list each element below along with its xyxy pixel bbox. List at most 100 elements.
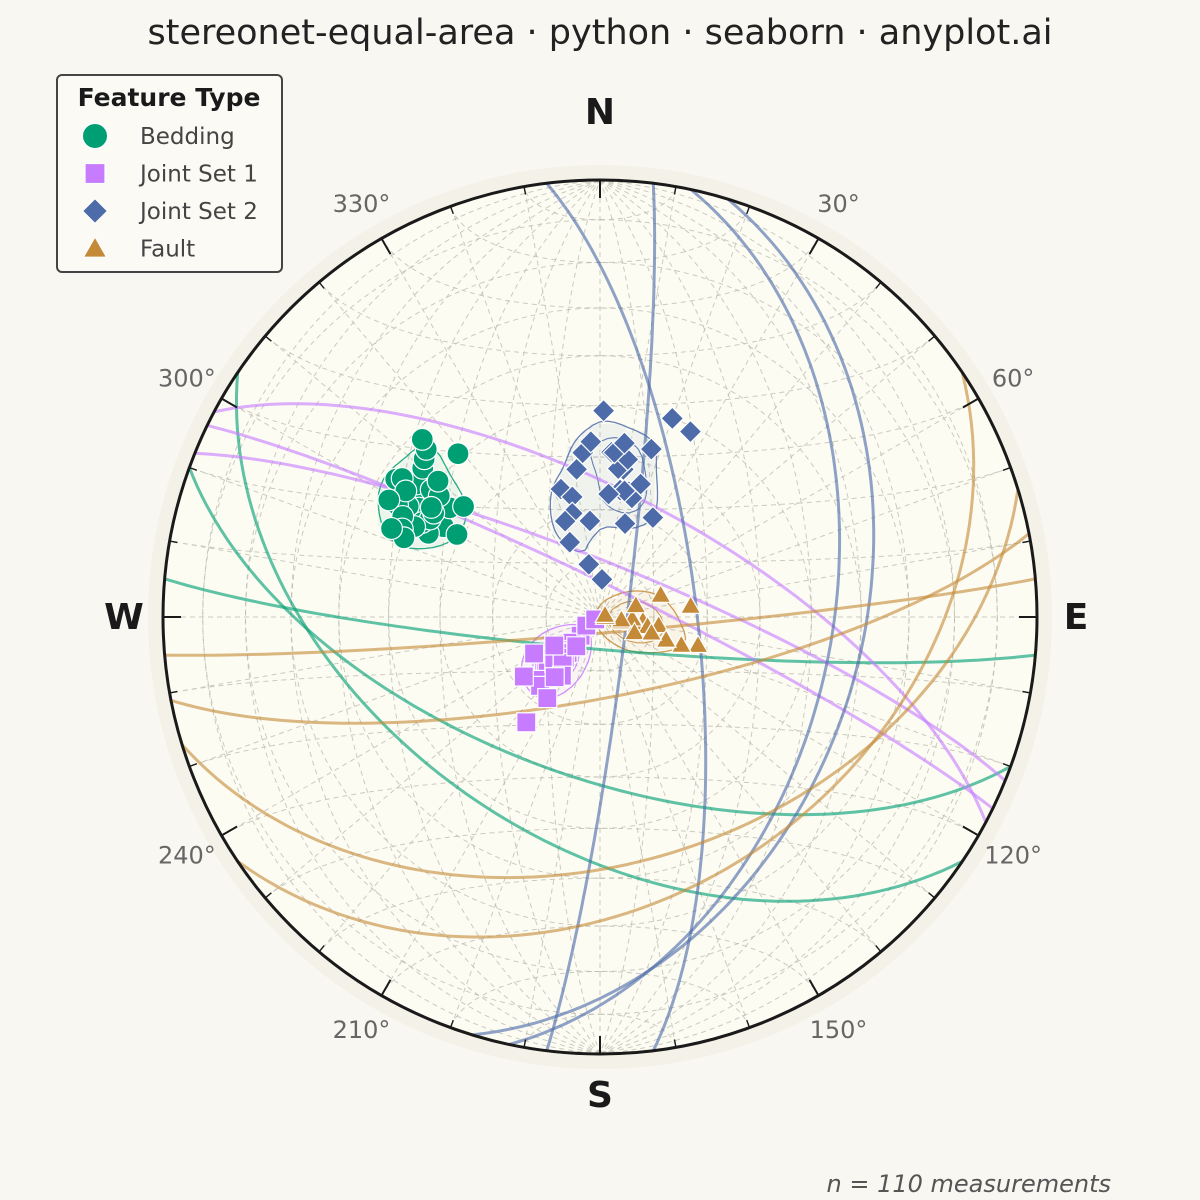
density-fill	[414, 540, 422, 548]
pole-joint-set-2	[612, 431, 637, 456]
density-fill	[603, 431, 611, 439]
great-circle-fault	[236, 372, 976, 939]
pole-fault	[624, 594, 647, 614]
density-fill	[574, 482, 582, 490]
density-fill	[669, 620, 677, 628]
density-fill	[567, 475, 575, 483]
density-fill	[610, 598, 619, 607]
density-fill	[669, 627, 677, 636]
density-fill	[581, 533, 590, 541]
pole-fault	[640, 621, 663, 641]
density-fill	[632, 460, 641, 468]
density-fill	[603, 598, 611, 607]
density-fill	[640, 431, 648, 439]
density-fill	[596, 496, 604, 505]
density-fill	[596, 445, 604, 454]
density-fill	[407, 460, 415, 468]
density-fill	[632, 511, 641, 519]
density-fill	[581, 489, 590, 497]
great-circle-fault	[170, 532, 1030, 725]
density-fill	[603, 467, 611, 475]
density-fill	[574, 671, 582, 679]
cardinal-s: S	[587, 1075, 613, 1116]
density-fill	[647, 467, 655, 475]
pole-fault	[610, 608, 633, 628]
density-fill	[610, 511, 619, 519]
pole-joint-set-2	[578, 429, 603, 454]
density-fill	[581, 482, 590, 490]
density-fill	[559, 627, 568, 636]
density-fill	[574, 438, 582, 446]
pole-fault	[679, 594, 702, 614]
density-fill	[610, 431, 619, 439]
pole-fault	[687, 634, 709, 654]
azimuth-label: 150°	[810, 1016, 868, 1044]
grid-small-circle	[524, 188, 677, 1048]
density-fill	[581, 496, 590, 505]
density-fill	[640, 642, 648, 650]
pole-bedding	[445, 522, 469, 546]
density-fill	[647, 606, 655, 614]
density-fill	[618, 424, 626, 432]
density-fill	[450, 489, 458, 497]
density-fill	[559, 496, 568, 505]
great-circle-joint-set-2	[472, 197, 876, 1037]
density-fill	[625, 642, 633, 650]
density-fill	[647, 642, 655, 650]
great-circle-bedding	[164, 577, 1036, 665]
density-fill	[625, 475, 633, 483]
density-fill	[625, 511, 633, 519]
density-fill	[581, 504, 590, 512]
grid-meridian	[599, 180, 708, 1054]
density-fill	[596, 504, 604, 512]
density-fill	[610, 496, 619, 505]
density-fill	[618, 591, 626, 599]
density-fill	[647, 591, 655, 599]
pole-joint-set-2	[553, 509, 578, 534]
grid-small-circle	[524, 186, 677, 1046]
density-fill	[399, 460, 407, 468]
density-fill	[377, 511, 386, 519]
pole-joint-set-2	[576, 552, 601, 577]
density-fill	[618, 504, 626, 512]
pole-joint-set-1	[566, 636, 587, 657]
pole-markers	[377, 398, 709, 733]
density-fill	[552, 496, 560, 505]
azimuth-tick	[221, 825, 238, 837]
density-fill	[552, 526, 560, 534]
density-fill	[632, 504, 641, 512]
density-fill	[669, 635, 677, 643]
azimuth-tick	[380, 979, 392, 996]
density-fill	[574, 518, 582, 526]
density-fill	[581, 460, 590, 468]
density-fill	[596, 460, 604, 468]
density-fill	[574, 533, 582, 541]
density-fill	[632, 445, 641, 454]
great-circle-joint-set-1	[206, 423, 994, 810]
density-fill	[596, 453, 604, 461]
density-fill	[443, 467, 451, 475]
density-fill	[589, 504, 597, 512]
density-fill	[596, 424, 604, 432]
density-fill	[559, 686, 568, 694]
azimuth-label: 240°	[158, 842, 216, 870]
density-fill	[661, 606, 670, 614]
density-fill	[603, 511, 611, 519]
cardinal-n: N	[585, 92, 615, 133]
azimuth-label: 210°	[333, 1016, 391, 1044]
density-fill	[647, 496, 655, 505]
great-circles	[164, 182, 1036, 1052]
density-fill	[640, 591, 648, 599]
pole-fault	[594, 603, 616, 623]
pole-joint-set-2	[589, 567, 614, 592]
density-fill	[647, 489, 655, 497]
density-fill	[603, 424, 611, 432]
primitive-circle	[161, 178, 1039, 1056]
density-fill	[458, 518, 466, 526]
density-fill	[676, 627, 684, 636]
density-fill	[436, 453, 444, 461]
cardinal-e: E	[1064, 597, 1089, 638]
density-fill	[610, 504, 619, 512]
density-fill	[596, 511, 604, 519]
legend-label: Joint Set 2	[138, 199, 258, 225]
